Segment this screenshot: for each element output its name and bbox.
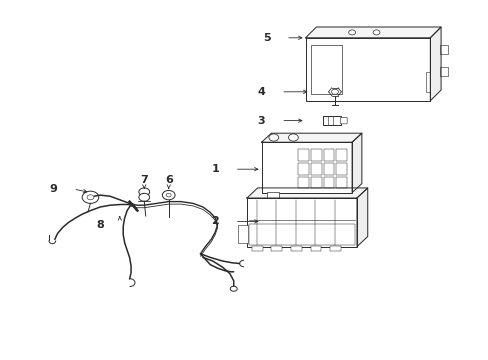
Circle shape — [166, 193, 171, 197]
FancyBboxPatch shape — [298, 163, 308, 175]
Polygon shape — [429, 27, 440, 101]
FancyBboxPatch shape — [310, 45, 342, 94]
FancyBboxPatch shape — [298, 177, 308, 188]
FancyBboxPatch shape — [336, 149, 346, 161]
Circle shape — [139, 193, 149, 201]
Polygon shape — [246, 188, 367, 198]
Text: 7: 7 — [140, 175, 148, 185]
Text: 8: 8 — [96, 220, 104, 230]
Circle shape — [82, 191, 99, 203]
FancyBboxPatch shape — [439, 67, 447, 76]
Polygon shape — [261, 133, 361, 142]
Circle shape — [348, 30, 355, 35]
Circle shape — [87, 195, 94, 200]
FancyBboxPatch shape — [305, 38, 429, 101]
FancyBboxPatch shape — [298, 149, 308, 161]
FancyBboxPatch shape — [271, 246, 282, 251]
FancyBboxPatch shape — [310, 149, 321, 161]
Text: 9: 9 — [50, 184, 58, 194]
FancyBboxPatch shape — [322, 116, 341, 125]
Circle shape — [139, 188, 149, 196]
Text: 4: 4 — [257, 87, 265, 97]
FancyBboxPatch shape — [439, 45, 447, 54]
Polygon shape — [351, 133, 361, 193]
FancyBboxPatch shape — [246, 198, 356, 247]
FancyBboxPatch shape — [336, 163, 346, 175]
Text: 2: 2 — [211, 216, 219, 226]
FancyBboxPatch shape — [266, 192, 278, 199]
FancyBboxPatch shape — [323, 163, 334, 175]
Circle shape — [288, 134, 298, 141]
FancyBboxPatch shape — [251, 246, 262, 251]
FancyBboxPatch shape — [329, 246, 340, 251]
Text: 1: 1 — [211, 164, 219, 174]
FancyBboxPatch shape — [310, 163, 321, 175]
FancyBboxPatch shape — [323, 177, 334, 188]
Polygon shape — [356, 188, 367, 247]
FancyBboxPatch shape — [323, 149, 334, 161]
FancyBboxPatch shape — [336, 177, 346, 188]
Text: 3: 3 — [257, 116, 265, 126]
FancyBboxPatch shape — [238, 225, 247, 243]
FancyBboxPatch shape — [249, 224, 354, 245]
Circle shape — [162, 190, 175, 200]
Circle shape — [331, 89, 338, 94]
Text: 5: 5 — [262, 33, 270, 43]
FancyBboxPatch shape — [261, 142, 351, 193]
FancyBboxPatch shape — [426, 72, 429, 92]
Polygon shape — [305, 27, 440, 38]
FancyBboxPatch shape — [310, 246, 321, 251]
FancyBboxPatch shape — [290, 246, 301, 251]
Text: 6: 6 — [164, 175, 172, 185]
FancyBboxPatch shape — [340, 117, 346, 124]
Circle shape — [372, 30, 379, 35]
FancyBboxPatch shape — [310, 177, 321, 188]
Circle shape — [268, 134, 278, 141]
